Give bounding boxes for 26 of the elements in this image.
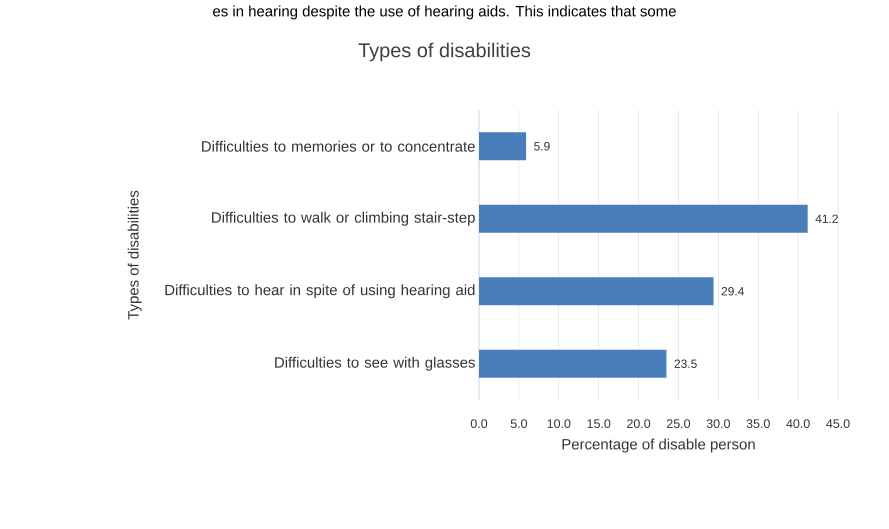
y-tick-label: Difficulties to memories or to concentrate xyxy=(202,140,475,152)
x-tick-label: 20.0 xyxy=(627,419,650,428)
x-tick-label: 15.0 xyxy=(588,419,610,428)
x-tick-label: 25.0 xyxy=(666,419,690,428)
y-tick-label: Difficulties to see with glasses xyxy=(275,356,475,371)
data-label: 23.5 xyxy=(674,360,697,368)
y-tick-label: Difficulties to hear in spite of using hearing aid xyxy=(165,284,474,298)
x-axis-title: Percentage of disable person xyxy=(562,438,755,452)
bar xyxy=(479,350,666,378)
x-tick-label: 10.0 xyxy=(548,419,570,428)
x-tick-label: 40.0 xyxy=(786,419,810,428)
x-tick-label: 0.0 xyxy=(470,419,488,428)
bar xyxy=(479,132,526,160)
bar xyxy=(479,277,714,306)
y-axis-title: Types of disabilities xyxy=(128,190,142,320)
x-tick-label: 30.0 xyxy=(706,419,730,428)
data-label: 41.2 xyxy=(815,214,838,223)
x-tick-label: 5.0 xyxy=(510,419,528,428)
data-label: 29.4 xyxy=(722,287,744,296)
data-label: 5.9 xyxy=(534,142,550,150)
x-tick-label: 35.0 xyxy=(746,419,770,428)
chart-title: Types of disabilities xyxy=(358,42,530,62)
text: es in hearing despite the use of hearing aids. This indicates that some xyxy=(213,6,676,20)
y-tick-label: Difficulties to walk or climbing stair-step xyxy=(212,212,475,226)
bar xyxy=(479,204,808,233)
x-tick-label: 45.0 xyxy=(826,419,850,428)
